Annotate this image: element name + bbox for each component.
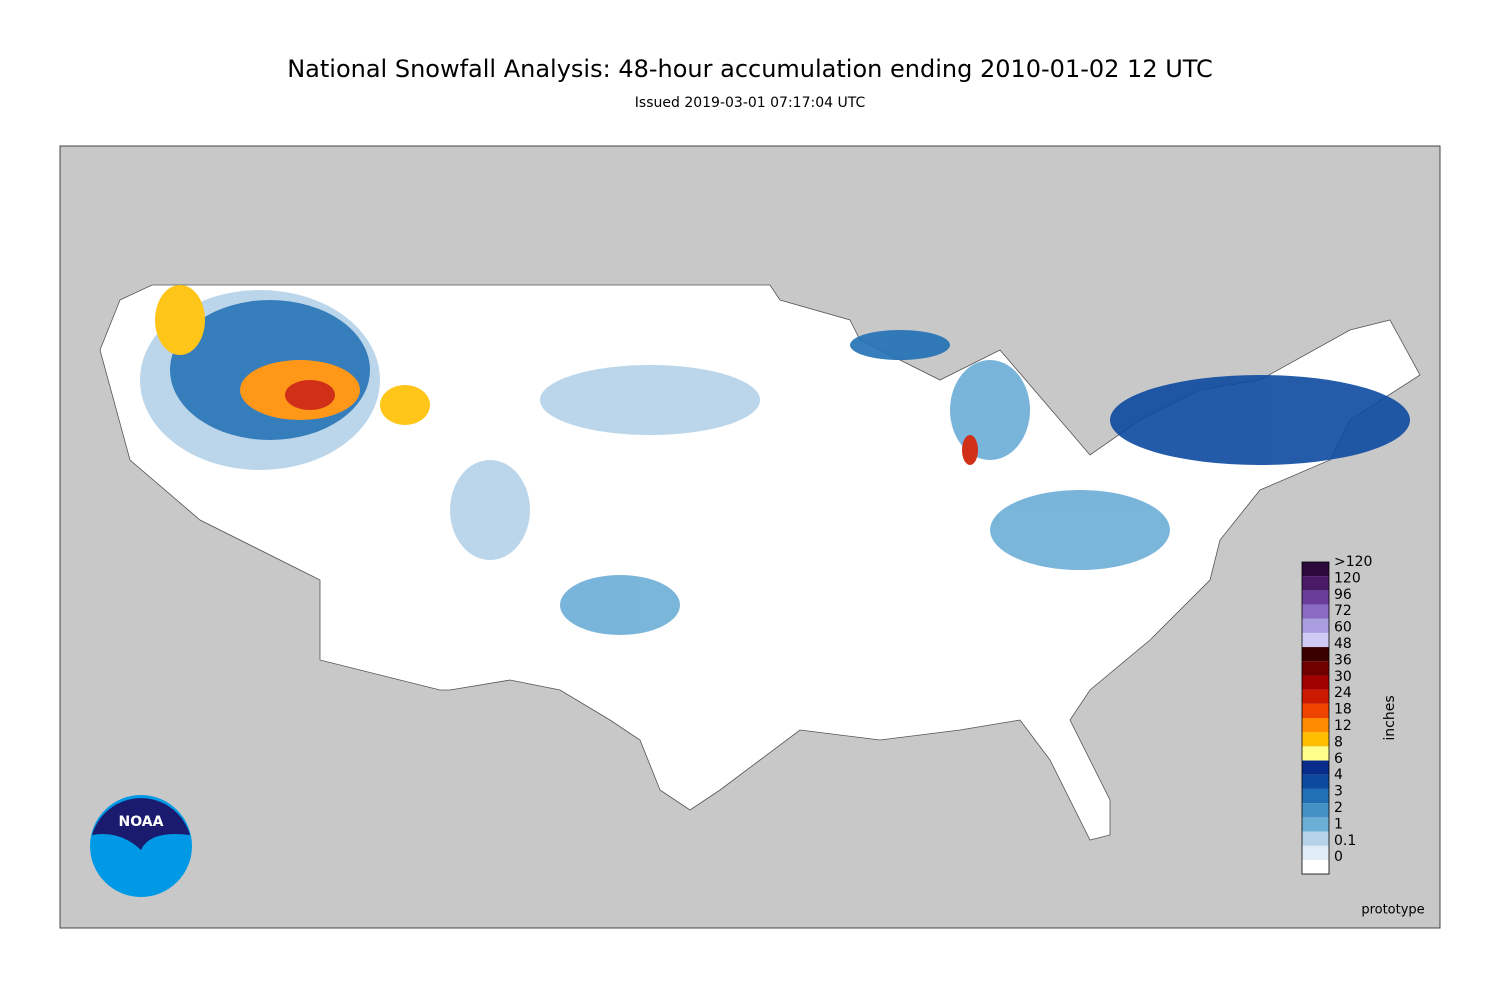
logo-top xyxy=(92,798,190,850)
legend-frame xyxy=(1301,561,1330,875)
legend-label: 8 xyxy=(1334,734,1343,750)
legend-swatch xyxy=(1302,845,1329,860)
legend-swatch xyxy=(1302,562,1329,577)
snow-area xyxy=(850,330,950,360)
title: National Snowfall Analysis: 48-hour accu… xyxy=(287,55,1213,83)
legend-swatch xyxy=(1302,675,1329,690)
legend-swatch xyxy=(1302,788,1329,804)
legend-swatch xyxy=(1302,831,1329,846)
legend-swatch xyxy=(1302,618,1329,633)
legend-label: >120 xyxy=(1334,554,1372,570)
snow-area xyxy=(380,385,430,425)
legend-label: 0.1 xyxy=(1334,833,1356,849)
logo-text: NOAA xyxy=(119,814,164,830)
legend-label: 1 xyxy=(1334,816,1343,832)
noaa-logo: NOAA xyxy=(90,795,192,897)
snow-area xyxy=(155,285,205,355)
legend-label: 120 xyxy=(1334,570,1361,586)
legend-swatch xyxy=(1302,632,1329,648)
snow-area xyxy=(450,460,530,560)
legend-unit: inches xyxy=(1382,695,1398,740)
legend-swatch xyxy=(1302,703,1329,718)
legend-swatch xyxy=(1302,604,1329,619)
legend-label: 60 xyxy=(1334,620,1352,636)
snow-area xyxy=(560,575,680,635)
legend-swatch xyxy=(1302,817,1329,832)
map xyxy=(59,145,1441,929)
legend-swatch xyxy=(1302,760,1329,775)
snow-area xyxy=(285,380,335,410)
legend-label: 3 xyxy=(1334,784,1343,800)
footer-note: prototype xyxy=(1361,903,1424,918)
legend-swatch xyxy=(1302,746,1329,761)
us-land xyxy=(99,284,1421,841)
legend-swatch xyxy=(1302,774,1329,789)
snow-area xyxy=(962,435,978,465)
legend-swatch xyxy=(1302,647,1329,662)
legend-label: 96 xyxy=(1334,587,1352,603)
legend-swatch xyxy=(1302,576,1329,591)
legend-label: 18 xyxy=(1334,702,1352,718)
snow-area xyxy=(540,365,760,435)
legend-label: 4 xyxy=(1334,767,1343,783)
legend-label: 12 xyxy=(1334,718,1352,734)
legend-swatch xyxy=(1302,689,1329,704)
snow-area xyxy=(1110,375,1410,465)
legend-label: 6 xyxy=(1334,751,1343,767)
legend-swatch xyxy=(1302,732,1329,747)
legend-swatch xyxy=(1302,859,1329,874)
subtitle: Issued 2019-03-01 07:17:04 UTC xyxy=(635,95,866,111)
legend-label: 72 xyxy=(1334,603,1352,619)
legend-label: 30 xyxy=(1334,669,1352,685)
legend-label: 2 xyxy=(1334,800,1343,816)
snow-area xyxy=(990,490,1170,570)
legend-label: 48 xyxy=(1334,636,1352,652)
legend-label: 36 xyxy=(1334,652,1352,668)
snow-areas xyxy=(140,285,1410,635)
snow-area xyxy=(950,360,1030,460)
legend-label: 0 xyxy=(1334,849,1343,865)
legend-swatch xyxy=(1302,590,1329,605)
legend-swatch xyxy=(1302,803,1329,818)
legend-label: 24 xyxy=(1334,685,1352,701)
legend-swatch xyxy=(1302,718,1329,733)
legend-swatch xyxy=(1302,661,1329,676)
